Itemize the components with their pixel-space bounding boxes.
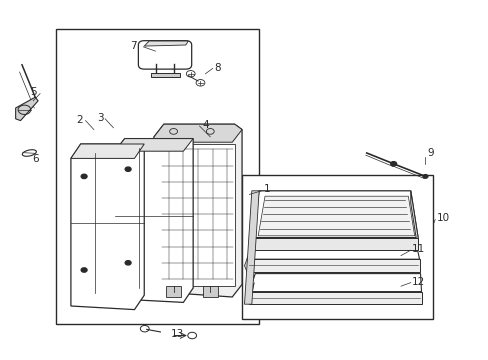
Text: 11: 11 [411,244,425,254]
Circle shape [81,174,87,179]
Circle shape [390,162,396,166]
Circle shape [81,268,87,272]
Polygon shape [244,191,259,304]
Polygon shape [410,191,417,250]
Polygon shape [71,144,144,158]
Polygon shape [154,124,242,142]
Polygon shape [246,241,419,259]
Polygon shape [203,286,217,297]
Polygon shape [249,274,421,292]
Text: 7: 7 [130,41,137,51]
Text: 3: 3 [97,113,103,123]
Text: 9: 9 [427,148,434,158]
Polygon shape [246,259,419,272]
Polygon shape [251,191,417,238]
Text: 13: 13 [171,329,184,339]
Polygon shape [166,286,181,297]
FancyBboxPatch shape [138,41,191,69]
Bar [56,29,259,324]
Polygon shape [244,250,251,272]
Polygon shape [160,144,234,286]
Polygon shape [115,139,193,151]
Text: 4: 4 [202,120,208,130]
Polygon shape [245,283,254,304]
Polygon shape [16,97,38,121]
Text: 5: 5 [30,87,37,97]
Text: 12: 12 [411,276,425,287]
Polygon shape [154,124,242,297]
Polygon shape [249,292,421,304]
Bar [242,175,432,319]
Polygon shape [71,144,144,310]
Text: 2: 2 [76,114,83,125]
Text: 1: 1 [264,184,270,194]
Circle shape [125,261,131,265]
Circle shape [422,175,427,178]
Polygon shape [150,73,180,77]
Polygon shape [258,196,414,236]
Polygon shape [144,41,188,46]
Circle shape [125,167,131,171]
Text: 8: 8 [214,63,221,73]
Polygon shape [115,139,193,302]
Text: 10: 10 [436,213,449,223]
Text: 6: 6 [32,154,39,165]
Polygon shape [251,238,417,250]
